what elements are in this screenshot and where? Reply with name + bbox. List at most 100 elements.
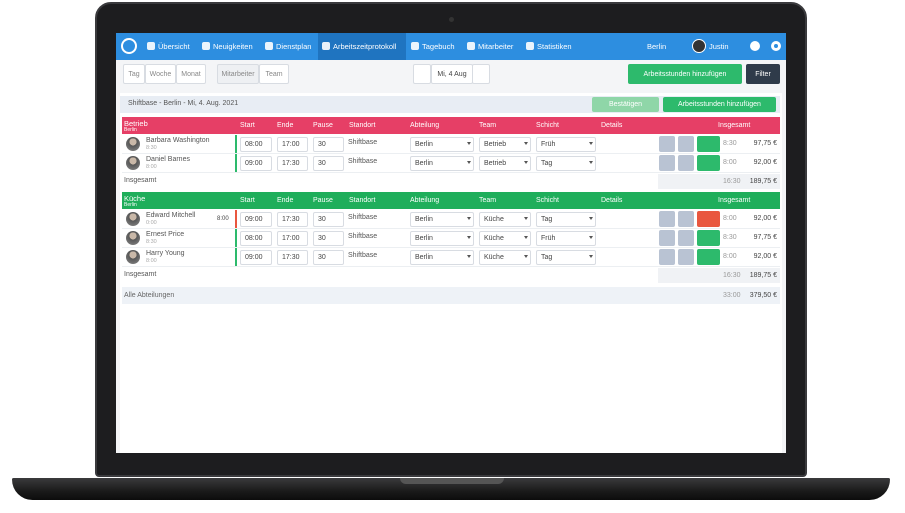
date-display[interactable]: Mi, 4 Aug: [431, 64, 473, 84]
status-accent: [235, 248, 237, 266]
time-input[interactable]: 30: [313, 156, 344, 171]
select-arrow: [524, 255, 528, 258]
nav-icon: [526, 42, 534, 50]
select[interactable]: Berlin: [410, 156, 474, 171]
total-hours: 16:30: [723, 272, 741, 279]
approve-button[interactable]: [697, 211, 720, 227]
planned-hours: 8:00: [217, 216, 229, 222]
time-input[interactable]: 17:30: [277, 212, 308, 227]
section-add-button[interactable]: Arbeitsstunden hinzufügen: [663, 97, 776, 112]
user-menu[interactable]: Justin: [709, 42, 729, 51]
row-hours: 8:00: [723, 253, 737, 260]
time-input[interactable]: 08:00: [240, 231, 272, 246]
time-input[interactable]: 09:00: [240, 212, 272, 227]
help-icon[interactable]: [750, 41, 760, 51]
add-button[interactable]: [659, 230, 675, 246]
employee-hours: 8:30: [146, 239, 157, 245]
department-location: Berlin: [124, 202, 137, 208]
time-input[interactable]: 17:00: [277, 137, 308, 152]
row-amount: 92,00 €: [753, 159, 777, 166]
location-select[interactable]: Berlin: [647, 42, 667, 51]
summary-row: [122, 287, 780, 304]
time-input[interactable]: 17:00: [277, 231, 308, 246]
select[interactable]: Berlin: [410, 250, 474, 265]
time-input[interactable]: 08:00: [240, 137, 272, 152]
row-hours: 8:00: [723, 159, 737, 166]
select[interactable]: Berlin: [410, 212, 474, 227]
nav-item[interactable]: Neuigkeiten: [213, 42, 253, 51]
employee-name[interactable]: Barbara Washington: [146, 137, 210, 144]
select[interactable]: Betrieb: [479, 156, 531, 171]
nav-item[interactable]: Übersicht: [158, 42, 190, 51]
filter-button[interactable]: Filter: [746, 64, 780, 84]
nav-item[interactable]: Mitarbeiter: [478, 42, 514, 51]
department-bar: [122, 117, 780, 134]
prev-date[interactable]: [413, 64, 431, 84]
period-tab[interactable]: Woche: [145, 64, 176, 84]
edit-button[interactable]: [678, 249, 694, 265]
select[interactable]: Früh: [536, 231, 596, 246]
select[interactable]: Früh: [536, 137, 596, 152]
group-tab[interactable]: Mitarbeiter: [217, 64, 259, 84]
add-hours-button[interactable]: Arbeitsstunden hinzufügen: [628, 64, 742, 84]
nav-item[interactable]: Arbeitszeitprotokoll: [333, 42, 397, 51]
nav-item[interactable]: Statistiken: [537, 42, 572, 51]
status-accent: [235, 210, 237, 228]
time-input[interactable]: 30: [313, 250, 344, 265]
add-button[interactable]: [659, 211, 675, 227]
select[interactable]: Betrieb: [479, 137, 531, 152]
select[interactable]: Küche: [479, 231, 531, 246]
select[interactable]: Küche: [479, 250, 531, 265]
select[interactable]: Küche: [479, 212, 531, 227]
time-input[interactable]: 17:30: [277, 156, 308, 171]
summary-hours: 33:00: [723, 292, 741, 299]
approve-button[interactable]: [697, 155, 720, 171]
edit-button[interactable]: [678, 155, 694, 171]
period-tab[interactable]: Tag: [123, 64, 145, 84]
time-input[interactable]: 30: [313, 137, 344, 152]
row-hours: 8:30: [723, 140, 737, 147]
summary-label: Alle Abteilungen: [124, 292, 175, 299]
logo[interactable]: [121, 38, 137, 54]
time-input[interactable]: 30: [313, 212, 344, 227]
select[interactable]: Berlin: [410, 231, 474, 246]
employee-name[interactable]: Harry Young: [146, 250, 185, 257]
approve-button[interactable]: [697, 249, 720, 265]
time-input[interactable]: 17:30: [277, 250, 308, 265]
select[interactable]: Berlin: [410, 137, 474, 152]
employee-name[interactable]: Daniel Barnes: [146, 156, 190, 163]
select-arrow: [589, 236, 593, 239]
employee-name[interactable]: Ernest Price: [146, 231, 185, 238]
edit-button[interactable]: [678, 211, 694, 227]
time-input[interactable]: 09:00: [240, 156, 272, 171]
time-input[interactable]: 30: [313, 231, 344, 246]
select[interactable]: Tag: [536, 212, 596, 227]
column-header: Details: [601, 197, 623, 204]
employee-name[interactable]: Edward Mitchell: [146, 212, 196, 219]
column-header: Abteilung: [410, 197, 440, 204]
location-text: Shiftbase: [348, 252, 378, 259]
approve-button[interactable]: [697, 230, 720, 246]
avatar: [126, 231, 140, 245]
nav-item[interactable]: Tagebuch: [422, 42, 455, 51]
nav-item[interactable]: Dienstplan: [276, 42, 312, 51]
select[interactable]: Tag: [536, 156, 596, 171]
column-header: Start: [240, 197, 255, 204]
add-button[interactable]: [659, 136, 675, 152]
time-input[interactable]: 09:00: [240, 250, 272, 265]
nav-icon: [147, 42, 155, 50]
edit-button[interactable]: [678, 136, 694, 152]
group-tab[interactable]: Team: [259, 64, 289, 84]
row-divider: [122, 247, 780, 248]
add-button[interactable]: [659, 155, 675, 171]
total-amount: 189,75 €: [749, 178, 777, 185]
add-button[interactable]: [659, 249, 675, 265]
next-date[interactable]: [472, 64, 490, 84]
select[interactable]: Tag: [536, 250, 596, 265]
edit-button[interactable]: [678, 230, 694, 246]
row-amount: 92,00 €: [753, 215, 777, 222]
approve-button[interactable]: [697, 136, 720, 152]
confirm-button[interactable]: Bestätigen: [592, 97, 659, 112]
period-tab[interactable]: Monat: [176, 64, 206, 84]
settings-icon[interactable]: [771, 41, 781, 51]
